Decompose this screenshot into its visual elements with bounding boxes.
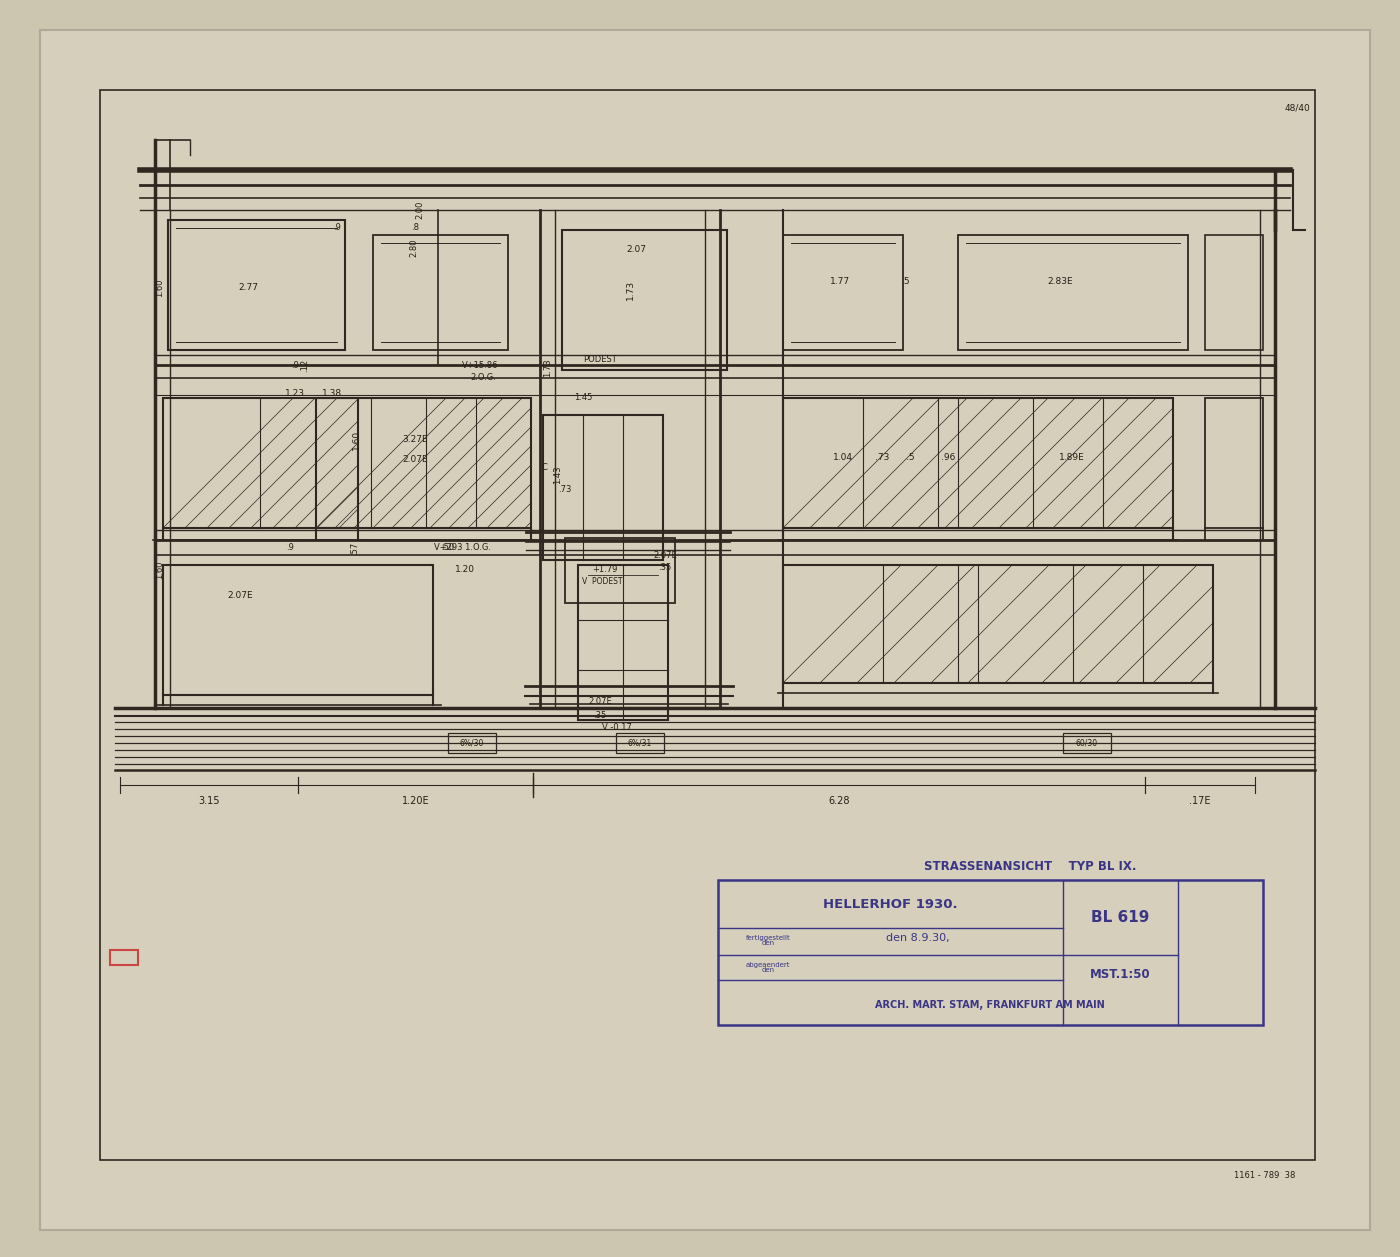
Text: 2.80: 2.80: [409, 239, 419, 258]
Text: 3.15: 3.15: [199, 796, 220, 806]
Text: .9: .9: [291, 361, 300, 370]
Text: 48/40: 48/40: [1284, 103, 1310, 112]
Text: 1.43: 1.43: [553, 466, 563, 484]
Bar: [1205, 398, 1263, 528]
Bar: [616, 733, 664, 753]
Text: MST.1:50: MST.1:50: [1089, 968, 1151, 982]
Text: .50: .50: [441, 543, 455, 553]
Text: 1.60: 1.60: [155, 279, 165, 297]
Bar: [448, 733, 496, 753]
Bar: [1063, 733, 1112, 753]
Text: .57: .57: [350, 542, 360, 554]
Text: 6.28: 6.28: [829, 796, 850, 806]
Bar: [372, 235, 508, 349]
Text: BL 619: BL 619: [1091, 910, 1149, 925]
Bar: [578, 564, 668, 720]
Text: 2.O.G.: 2.O.G.: [470, 373, 496, 382]
Text: 1.23: 1.23: [286, 390, 305, 398]
Text: .73: .73: [559, 485, 571, 494]
Text: STRASSENANSICHT    TYP BL IX.: STRASSENANSICHT TYP BL IX.: [924, 861, 1137, 874]
Text: den: den: [762, 940, 774, 947]
Bar: [783, 564, 1212, 683]
Text: 6%/31: 6%/31: [627, 739, 652, 748]
Text: V+15.86: V+15.86: [462, 361, 498, 370]
Text: V -0.17: V -0.17: [602, 724, 631, 733]
Text: ARCH. MART. STAM, FRANKFURT AM MAIN: ARCH. MART. STAM, FRANKFURT AM MAIN: [875, 1001, 1105, 1011]
Text: 2.07E: 2.07E: [402, 455, 428, 465]
Text: 2.77: 2.77: [238, 284, 258, 293]
Text: 1161 - 789  38: 1161 - 789 38: [1233, 1170, 1295, 1179]
Text: 1.20E: 1.20E: [402, 796, 430, 806]
Text: .12: .12: [301, 358, 309, 372]
Text: PODEST: PODEST: [584, 356, 617, 365]
Text: .9: .9: [333, 224, 342, 233]
Text: .9: .9: [286, 543, 294, 553]
Bar: [316, 398, 531, 528]
Text: .5: .5: [900, 278, 910, 287]
Text: abgeaendert: abgeaendert: [746, 962, 790, 968]
Text: 1.77: 1.77: [830, 278, 850, 287]
Text: 2.83E: 2.83E: [1047, 278, 1072, 287]
Text: 1.60: 1.60: [155, 561, 165, 579]
Text: .17E: .17E: [1189, 796, 1211, 806]
Text: 2.07E: 2.07E: [588, 698, 612, 706]
Text: 1.45: 1.45: [574, 393, 592, 402]
Bar: [783, 398, 1173, 528]
Text: 2.07E: 2.07E: [654, 551, 676, 559]
Text: 3.27E: 3.27E: [402, 435, 428, 445]
Text: 2.00: 2.00: [416, 201, 424, 219]
Text: 1.73: 1.73: [543, 358, 553, 377]
Bar: [99, 91, 1315, 1160]
Text: 1.89E: 1.89E: [1060, 454, 1085, 463]
Text: fertiggestellt: fertiggestellt: [746, 935, 791, 941]
Text: .5: .5: [906, 454, 914, 463]
Text: .35: .35: [594, 711, 606, 720]
Bar: [561, 230, 727, 370]
Text: +1.79: +1.79: [592, 566, 617, 574]
Bar: [718, 880, 1263, 1024]
Text: 1.20: 1.20: [455, 566, 475, 574]
Text: 2.07E: 2.07E: [227, 591, 253, 600]
Text: 1.38: 1.38: [322, 390, 342, 398]
Text: HELLERHOF 1930.: HELLERHOF 1930.: [823, 899, 958, 911]
Text: .8: .8: [412, 224, 419, 233]
Bar: [543, 415, 664, 561]
Bar: [1205, 235, 1263, 349]
Text: den: den: [762, 967, 774, 973]
Text: C: C: [540, 464, 547, 473]
Bar: [111, 950, 139, 965]
Text: V  PODEST: V PODEST: [582, 577, 622, 587]
Bar: [162, 398, 358, 528]
Text: 1.04: 1.04: [833, 454, 853, 463]
Text: den 8.9.30,: den 8.9.30,: [886, 933, 949, 943]
Bar: [783, 235, 903, 349]
Text: 6%/30: 6%/30: [459, 739, 484, 748]
Bar: [162, 564, 433, 695]
Text: 1.73: 1.73: [626, 280, 634, 300]
Text: 2.07: 2.07: [626, 245, 645, 254]
Bar: [168, 220, 344, 349]
Text: V+293 1.O.G.: V+293 1.O.G.: [434, 543, 490, 553]
Text: .35: .35: [658, 563, 672, 572]
Bar: [566, 538, 675, 603]
Bar: [958, 235, 1189, 349]
Text: 60/30: 60/30: [1077, 739, 1098, 748]
Text: .73: .73: [875, 454, 889, 463]
Text: 1.60: 1.60: [351, 430, 361, 450]
Text: .96: .96: [941, 454, 955, 463]
